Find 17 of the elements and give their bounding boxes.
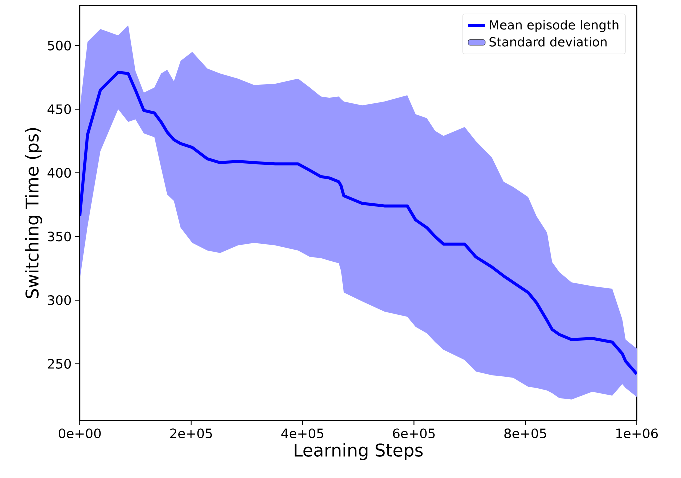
y-tick-label: 250 [48, 359, 72, 369]
y-tick-label: 450 [48, 104, 72, 114]
x-axis-title: Learning Steps [294, 443, 423, 460]
x-tick-label: 4e+05 [282, 428, 324, 439]
x-tick-label: 2e+05 [170, 428, 212, 439]
y-axis-title: Switching Time (ps) [25, 128, 42, 298]
legend-label: Mean episode length [490, 20, 619, 32]
y-tick-label: 500 [48, 40, 72, 51]
y-tick-label: 350 [48, 232, 72, 242]
legend-label: Standard deviation [490, 37, 607, 47]
y-tick-label: 400 [48, 168, 72, 178]
y-tick-label: 300 [48, 295, 72, 306]
x-tick-label: 1e+06 [616, 428, 658, 439]
x-tick-label: 8e+05 [504, 428, 546, 439]
line-series [80, 71, 638, 376]
x-tick-label: 6e+05 [393, 428, 435, 439]
x-tick-label: 0e+00 [59, 428, 101, 439]
